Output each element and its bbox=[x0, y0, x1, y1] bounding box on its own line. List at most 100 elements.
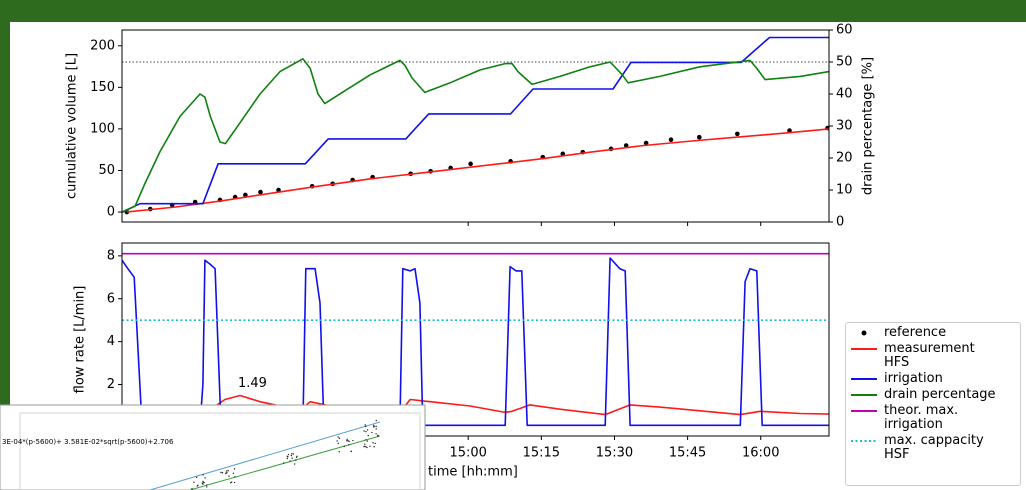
legend-entry: irrigation bbox=[850, 372, 1016, 386]
x-tick-label: 15:15 bbox=[523, 446, 560, 461]
inset-dot bbox=[290, 454, 293, 457]
axes-frame bbox=[121, 29, 830, 223]
series-group bbox=[122, 36, 829, 215]
inset-dot bbox=[229, 482, 232, 484]
inset-dot bbox=[191, 488, 193, 490]
inset-dot bbox=[377, 435, 379, 437]
legend-entry: reference bbox=[850, 326, 1016, 340]
series-line bbox=[122, 394, 829, 422]
inset-dot bbox=[374, 442, 376, 445]
y2-tick-label: 0 bbox=[836, 215, 844, 230]
inset-dot bbox=[197, 484, 199, 487]
inset-dot bbox=[375, 433, 377, 435]
y-tick-label: 200 bbox=[90, 38, 115, 53]
legend-entry: theor. max. irrigation bbox=[850, 404, 1016, 432]
legend-key bbox=[851, 394, 877, 396]
inset-dot bbox=[338, 437, 341, 439]
inset-dot bbox=[346, 438, 348, 441]
inset-dot bbox=[363, 445, 366, 448]
inset-dot bbox=[233, 468, 236, 470]
inset-dot bbox=[221, 472, 224, 474]
legend-entry: measurement HFS bbox=[850, 342, 1016, 370]
inset-dot bbox=[366, 440, 369, 442]
inset-dot bbox=[348, 444, 350, 446]
reference-point bbox=[468, 161, 473, 167]
inset-dot bbox=[291, 457, 293, 459]
y-tick-label: 4 bbox=[107, 334, 115, 349]
inset-line bbox=[149, 421, 381, 490]
inset-dot bbox=[291, 453, 293, 455]
inset-dot bbox=[369, 445, 371, 448]
inset-dot bbox=[233, 481, 236, 484]
inset-dot bbox=[372, 426, 375, 428]
inset-dot bbox=[373, 424, 375, 427]
inset-dot bbox=[206, 484, 208, 486]
inset-dot bbox=[220, 471, 222, 474]
y2-tick-label: 30 bbox=[836, 119, 853, 134]
inset-dot bbox=[352, 439, 354, 442]
y-tick-label: 50 bbox=[98, 163, 115, 178]
inset-dot bbox=[338, 451, 340, 453]
legend-marker bbox=[861, 330, 867, 336]
legend-label: drain percentage bbox=[884, 387, 996, 402]
x-tick-label: 15:00 bbox=[449, 446, 486, 461]
inset-dot bbox=[373, 446, 375, 448]
x-tick-label: 15:30 bbox=[596, 446, 633, 461]
inset-dot bbox=[375, 425, 377, 428]
inset-dot bbox=[371, 431, 373, 434]
axes: 0 50 100 150 200 0 10 20 30 40 50 60 cumulative volu… bbox=[65, 23, 876, 230]
y2-tick-label: 20 bbox=[836, 151, 853, 166]
reference-point bbox=[668, 137, 674, 143]
annotation: 1.49 bbox=[238, 376, 267, 391]
reference-point bbox=[735, 131, 740, 137]
legend-label: measurement HFS bbox=[884, 341, 975, 370]
inset-dot bbox=[195, 476, 198, 479]
inset-axes bbox=[19, 412, 421, 490]
inset-dot bbox=[365, 430, 367, 433]
reference-point bbox=[643, 140, 649, 146]
inset-dot bbox=[225, 472, 227, 475]
inset-dot bbox=[201, 482, 204, 484]
inset-dot bbox=[364, 443, 366, 446]
reference-point bbox=[787, 128, 792, 133]
inset-dot bbox=[346, 440, 348, 442]
axes: 2 4 6 8 15:00 15:15 15:30 15:45 16:00 flow rate [… bbox=[73, 242, 830, 480]
legend-entry: max. cappacity HSF bbox=[850, 434, 1016, 462]
y2-tick-label: 40 bbox=[836, 87, 853, 102]
inset-dot bbox=[363, 430, 365, 432]
y-axis-label: cumulative volume [L] bbox=[65, 53, 80, 199]
inset-dots bbox=[191, 419, 379, 490]
inset-dot bbox=[365, 439, 367, 441]
legend-label: max. cappacity HSF bbox=[884, 433, 984, 462]
inset-dot bbox=[234, 476, 236, 478]
inset-dot bbox=[292, 453, 295, 455]
inset-dot bbox=[230, 481, 233, 483]
reference-point bbox=[258, 189, 263, 195]
y2-tick-label: 60 bbox=[836, 23, 853, 38]
inset-dot bbox=[375, 428, 377, 430]
inset-dot bbox=[366, 429, 369, 431]
inset-dot bbox=[337, 436, 339, 438]
reference-point bbox=[243, 192, 248, 198]
axes-frame bbox=[121, 242, 830, 437]
inset-dot bbox=[286, 457, 289, 460]
legend-label: irrigation bbox=[884, 371, 943, 386]
y-tick-label: 2 bbox=[107, 377, 115, 392]
legend-key bbox=[851, 440, 877, 442]
series-line bbox=[126, 128, 829, 213]
y-axis-label: flow rate [L/min] bbox=[73, 286, 88, 394]
inset-dot bbox=[204, 477, 206, 479]
inset-dot bbox=[350, 450, 352, 453]
inset-dot bbox=[289, 460, 291, 462]
inset-dot bbox=[294, 463, 296, 465]
inset-dot bbox=[343, 445, 346, 448]
series-line bbox=[122, 257, 829, 427]
inset-dot bbox=[365, 446, 367, 448]
inset-dot bbox=[364, 424, 366, 426]
inset-dot bbox=[206, 486, 208, 488]
legend-key bbox=[851, 378, 877, 380]
x-axis-label: time [hh:mm] bbox=[428, 465, 518, 480]
inset-dot bbox=[366, 446, 368, 449]
